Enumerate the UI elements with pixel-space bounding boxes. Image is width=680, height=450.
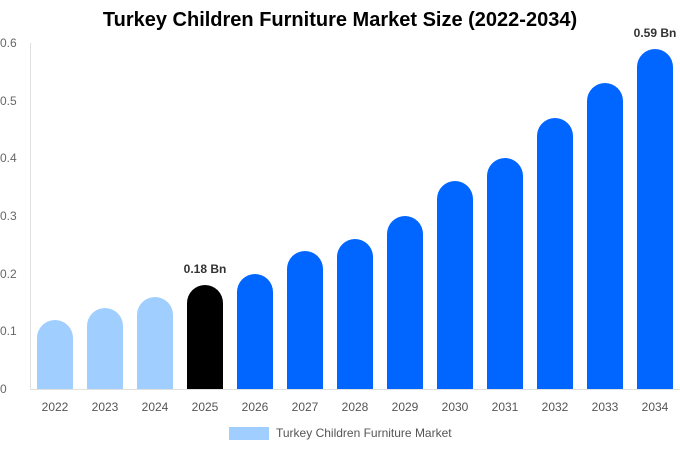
x-tick-label: 2033 <box>591 400 619 414</box>
x-tick-label: 2030 <box>441 400 469 414</box>
y-axis-line <box>30 43 31 390</box>
bar-2028[interactable] <box>337 239 373 389</box>
x-tick-label: 2023 <box>91 400 119 414</box>
y-tick-label: 0.4 <box>0 151 17 166</box>
x-tick-label: 2034 <box>641 400 669 414</box>
y-tick-label: 0.5 <box>0 93 17 108</box>
x-tick-label: 2029 <box>391 400 419 414</box>
y-tick-label: 0.3 <box>0 209 17 223</box>
x-tick-label: 2028 <box>341 400 369 414</box>
legend[interactable]: Turkey Children Furniture Market <box>229 426 452 440</box>
bar-2027[interactable] <box>287 250 323 389</box>
x-tick-label: 2024 <box>141 400 169 414</box>
x-tick-label: 2025 <box>191 400 219 414</box>
bar-2023[interactable] <box>87 308 123 389</box>
bar-2031[interactable] <box>487 158 523 389</box>
bar-2024[interactable] <box>137 296 173 389</box>
bar-2026[interactable] <box>237 273 273 389</box>
legend-swatch <box>229 426 269 440</box>
x-tick-label: 2026 <box>241 400 269 414</box>
x-tick-label: 2032 <box>541 400 569 414</box>
bar-2030[interactable] <box>437 181 473 389</box>
data-label: 0.59 Bn <box>633 25 677 40</box>
x-tick-label: 2027 <box>291 400 319 414</box>
legend-label: Turkey Children Furniture Market <box>276 426 452 440</box>
x-axis-line <box>30 389 680 390</box>
x-tick-label: 2022 <box>41 400 69 414</box>
data-label: 0.18 Bn <box>183 262 227 277</box>
x-tick-label: 2031 <box>491 400 519 414</box>
y-tick-label: 0.1 <box>0 324 17 339</box>
bar-2022[interactable] <box>37 319 73 389</box>
y-tick-label: 0.6 <box>0 36 17 50</box>
bar-2025[interactable] <box>187 285 223 389</box>
bar-2033[interactable] <box>587 83 623 389</box>
chart-title: Turkey Children Furniture Market Size (2… <box>102 9 578 31</box>
y-tick-label: 0.2 <box>0 266 17 281</box>
bar-2034[interactable] <box>637 48 673 389</box>
bar-2029[interactable] <box>387 216 423 389</box>
bar-2032[interactable] <box>537 117 573 389</box>
y-tick-label: 0 <box>0 382 7 396</box>
